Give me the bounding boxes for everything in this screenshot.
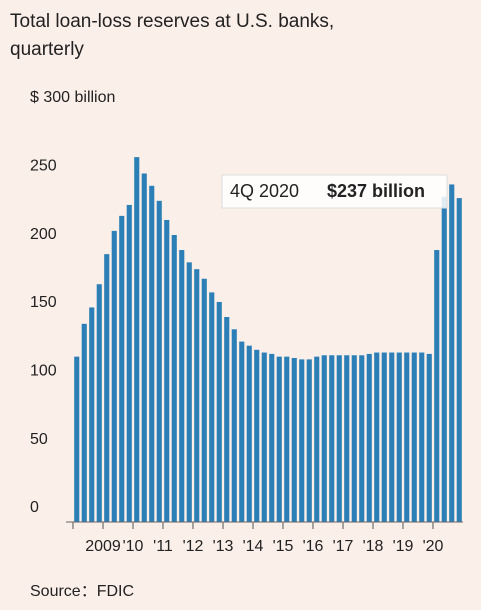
bar xyxy=(171,235,177,522)
bar xyxy=(449,184,455,522)
bar xyxy=(141,173,147,522)
bar xyxy=(306,359,312,522)
y-tick-label: 100 xyxy=(30,363,57,380)
x-tick-label: '18 xyxy=(363,538,384,555)
bar xyxy=(419,352,425,522)
bar xyxy=(89,307,95,522)
bar xyxy=(164,219,170,522)
bar xyxy=(336,355,342,522)
bar xyxy=(404,352,410,522)
bar xyxy=(201,278,207,522)
bar xyxy=(359,355,365,522)
bar xyxy=(74,356,80,522)
bar xyxy=(231,329,237,522)
y-tick-label: 0 xyxy=(30,499,39,516)
bar xyxy=(96,284,102,522)
bar xyxy=(411,352,417,522)
bar xyxy=(441,196,447,522)
bar xyxy=(261,352,267,522)
x-tick-label: '14 xyxy=(243,538,264,555)
bar xyxy=(156,200,162,523)
bar xyxy=(186,262,192,522)
chart-title: Total loan-loss reserves at U.S. banks, xyxy=(10,11,334,32)
bar xyxy=(291,358,297,522)
bar xyxy=(269,353,275,522)
bar xyxy=(434,250,440,523)
chart-subtitle: quarterly xyxy=(10,39,84,60)
y-tick-label: 50 xyxy=(30,431,48,448)
bar xyxy=(81,323,87,522)
bar xyxy=(314,356,320,522)
bar xyxy=(239,341,245,522)
bar xyxy=(104,254,110,522)
bar xyxy=(246,345,252,522)
source: Source：FDIC xyxy=(30,583,134,600)
bar xyxy=(216,301,222,522)
bar xyxy=(149,185,155,523)
x-tick-label: '19 xyxy=(393,538,414,555)
bar xyxy=(351,355,357,522)
x-tick-label: '16 xyxy=(303,538,324,555)
bar xyxy=(276,356,282,522)
bar xyxy=(209,292,215,522)
x-tick-label: '17 xyxy=(333,538,354,555)
bar xyxy=(321,355,327,522)
bar xyxy=(366,353,372,522)
y-tick-label: 150 xyxy=(30,294,57,311)
bar xyxy=(134,157,140,522)
bar xyxy=(374,352,380,522)
bar xyxy=(284,356,290,522)
bar xyxy=(119,215,125,522)
annotation-period: 4Q 2020 xyxy=(230,181,299,201)
x-tick-label: '20 xyxy=(423,538,444,555)
annotation-value: $237 billion xyxy=(327,181,425,201)
x-tick-label: '13 xyxy=(213,538,234,555)
bar xyxy=(179,250,185,523)
bar xyxy=(389,352,395,522)
x-tick-label: '10 xyxy=(123,538,144,555)
y-tick-label: 250 xyxy=(30,158,57,175)
bar xyxy=(126,204,132,522)
bar xyxy=(299,359,305,522)
bar xyxy=(194,269,200,522)
x-tick-label: '12 xyxy=(183,538,204,555)
bar xyxy=(254,349,260,522)
x-tick-label: '15 xyxy=(273,538,294,555)
bar xyxy=(426,353,432,522)
bar xyxy=(224,317,230,522)
bar xyxy=(344,355,350,522)
bar xyxy=(381,352,387,522)
bar xyxy=(111,230,117,522)
y-tick-label: 200 xyxy=(30,226,57,243)
x-tick-label: 2009 xyxy=(85,538,121,555)
annotation-box xyxy=(221,174,448,209)
bar xyxy=(456,198,462,522)
x-tick-label: '11 xyxy=(153,538,173,555)
bar xyxy=(329,355,335,522)
bar xyxy=(396,352,402,522)
y-tick-label: $ 300 billion xyxy=(30,89,115,106)
